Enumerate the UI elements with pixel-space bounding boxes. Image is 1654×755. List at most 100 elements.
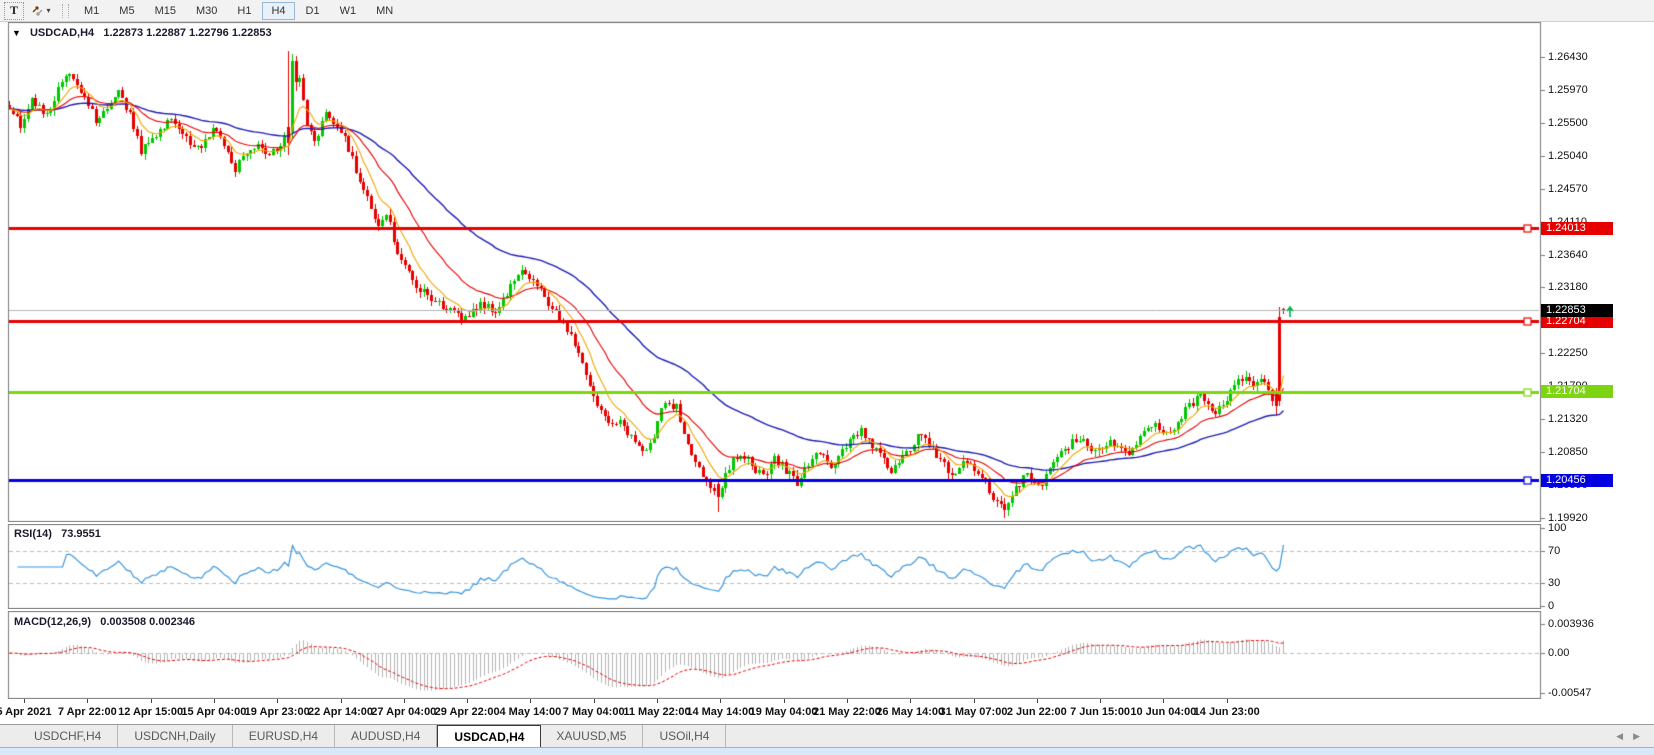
- text-tool-button[interactable]: T: [4, 1, 24, 20]
- macd-tick-label: 0.00: [1548, 647, 1570, 659]
- time-tick-label: 7 May 04:00: [562, 706, 625, 718]
- tab-scroll-right-icon[interactable]: ▶: [1633, 731, 1640, 741]
- time-axis-tick: [403, 699, 405, 703]
- price-tick-label: 1.23640: [1548, 248, 1588, 261]
- macd-tick-label: -0.00547: [1548, 686, 1592, 699]
- time-tick-label: 14 Jun 23:00: [1193, 706, 1260, 718]
- price-tick-label: 1.25500: [1548, 117, 1588, 130]
- time-axis-tick: [1163, 699, 1165, 703]
- time-axis-tick: [213, 699, 215, 703]
- time-tick-label: 10 Jun 04:00: [1130, 706, 1197, 718]
- time-tick-label: 26 May 14:00: [876, 706, 945, 718]
- timeframe-button-m5[interactable]: M5: [110, 2, 143, 20]
- price-tick-label: 1.24570: [1548, 182, 1588, 195]
- chart-title: ▼ USDCAD,H4 1.22873 1.22887 1.22796 1.22…: [12, 27, 272, 39]
- price-tick-label: 1.23180: [1548, 281, 1588, 294]
- time-tick-label: 12 Apr 15:00: [118, 706, 184, 718]
- time-tick-label: 2 Jun 22:00: [1006, 706, 1067, 718]
- price-tick-label: 1.20850: [1548, 446, 1588, 459]
- chart-tab-usdcnh-daily[interactable]: USDCNH,Daily: [118, 725, 233, 747]
- timeframe-button-d1[interactable]: D1: [297, 2, 329, 20]
- time-tick-label: 31 May 07:00: [939, 706, 1008, 718]
- time-axis-tick: [910, 699, 912, 703]
- timeframe-button-m1[interactable]: M1: [75, 2, 108, 20]
- time-axis-tick: [720, 699, 722, 703]
- status-strip: [0, 747, 1654, 755]
- price-tick-label: 1.21320: [1548, 412, 1588, 425]
- macd-tick-label: 0.003936: [1548, 618, 1594, 631]
- timeframe-button-m15[interactable]: M15: [146, 2, 185, 20]
- timeframe-button-group: M1 M5 M15 M30 H1 H4 D1 W1 MN: [75, 1, 402, 20]
- chart-tab-eurusd-h4[interactable]: EURUSD,H4: [233, 725, 336, 747]
- time-tick-label: 19 Apr 23:00: [244, 706, 310, 718]
- timeframe-button-h4[interactable]: H4: [262, 1, 295, 20]
- price-tick-label: 1.26430: [1548, 51, 1588, 64]
- rsi-tick-label: 30: [1548, 576, 1561, 589]
- chart-tabbar: USDCHF,H4 USDCNH,Daily EURUSD,H4 AUDUSD,H4 U…: [0, 724, 1654, 747]
- chart-tab-usdcad-h4[interactable]: USDCAD,H4: [437, 725, 542, 747]
- time-tick-label: 4 May 14:00: [499, 706, 562, 718]
- time-axis-tick: [87, 699, 89, 703]
- current-price-label: 1.22853: [1541, 303, 1613, 317]
- time-tick-label: 22 Apr 14:00: [307, 706, 374, 718]
- chart-symbol-timeframe: USDCAD,H4: [29, 27, 95, 39]
- macd-values: 0.003508 0.002346: [100, 616, 196, 628]
- chart-ohlc-quote: 1.22873 1.22887 1.22796 1.22853: [103, 27, 272, 39]
- macd-name: MACD(12,26,9): [14, 616, 92, 628]
- time-tick-label: 5 Apr 2021: [0, 706, 52, 718]
- time-axis-tick: [1036, 699, 1038, 703]
- time-axis-tick: [24, 699, 25, 703]
- time-axis-tick: [846, 699, 848, 703]
- macd-indicator-canvas[interactable]: [0, 611, 1654, 699]
- price-tick-label: 1.22250: [1548, 347, 1588, 360]
- chevron-down-icon: ▾: [46, 6, 51, 15]
- timeframe-button-m30[interactable]: M30: [187, 2, 226, 20]
- price-chart-canvas[interactable]: [0, 22, 1654, 522]
- rsi-value: 73.9551: [61, 528, 101, 540]
- time-axis-tick: [150, 699, 152, 703]
- hline-price-label: 1.22704: [1541, 314, 1613, 328]
- price-tick-label: 1.25970: [1548, 83, 1588, 96]
- timeframe-button-w1[interactable]: W1: [331, 2, 366, 20]
- chart-tab-audusd-h4[interactable]: AUDUSD,H4: [335, 725, 438, 747]
- hline-price-label: 1.21704: [1541, 385, 1613, 399]
- rsi-indicator-canvas[interactable]: [0, 524, 1654, 609]
- arrange-windows-button[interactable]: ▾: [26, 2, 56, 20]
- hline-price-label: 1.24013: [1541, 221, 1613, 235]
- chart-tab-usdchf-h4[interactable]: USDCHF,H4: [18, 725, 119, 747]
- timeframe-button-h1[interactable]: H1: [228, 2, 260, 20]
- rsi-indicator-label: RSI(14) 73.9551: [14, 528, 101, 540]
- time-tick-label: 19 May 04:00: [749, 706, 818, 718]
- rsi-tick-label: 70: [1548, 545, 1561, 558]
- chart-tab-usoil-h4[interactable]: USOil,H4: [643, 725, 727, 747]
- time-axis-tick: [467, 699, 469, 703]
- time-axis-tick: [593, 699, 595, 703]
- time-tick-label: 15 Apr 04:00: [181, 706, 247, 718]
- price-tick-label: 1.19920: [1548, 512, 1588, 525]
- time-axis-tick: [530, 699, 532, 703]
- hline-price-label: 1.20456: [1541, 473, 1613, 487]
- rsi-tick-label: 0: [1548, 600, 1555, 612]
- rsi-name: RSI(14): [14, 528, 52, 540]
- time-tick-label: 11 May 22:00: [623, 706, 691, 718]
- tab-scroll-buttons: ◀ ▶: [1616, 725, 1640, 748]
- arrange-icon: [32, 6, 43, 16]
- timeframe-button-mn[interactable]: MN: [367, 2, 402, 20]
- time-axis-tick: [657, 699, 658, 703]
- time-axis[interactable]: 5 Apr 2021 7 Apr 22:00 12 Apr 15:00 15 Apr …: [0, 699, 1654, 724]
- toolbar-separator: [62, 3, 69, 18]
- chart-tab-xauusd-m5[interactable]: XAUUSD,M5: [540, 725, 644, 747]
- time-tick-label: 7 Jun 15:00: [1070, 706, 1131, 718]
- toolbar: T ▾ M1 M5 M15 M30 H1 H4 D1 W1 MN: [0, 0, 1654, 22]
- rsi-tick-label: 100: [1548, 522, 1567, 534]
- time-axis-tick: [1226, 699, 1228, 703]
- time-axis-tick: [340, 699, 342, 703]
- time-tick-label: 7 Apr 22:00: [57, 706, 117, 718]
- time-axis-tick: [783, 699, 785, 703]
- tab-scroll-left-icon[interactable]: ◀: [1616, 731, 1624, 741]
- time-tick-label: 27 Apr 04:00: [371, 706, 437, 718]
- macd-indicator-label: MACD(12,26,9) 0.003508 0.002346: [14, 616, 195, 628]
- time-tick-label: 29 Apr 22:00: [434, 706, 500, 718]
- chart-title-collapse-icon[interactable]: ▼: [12, 28, 21, 38]
